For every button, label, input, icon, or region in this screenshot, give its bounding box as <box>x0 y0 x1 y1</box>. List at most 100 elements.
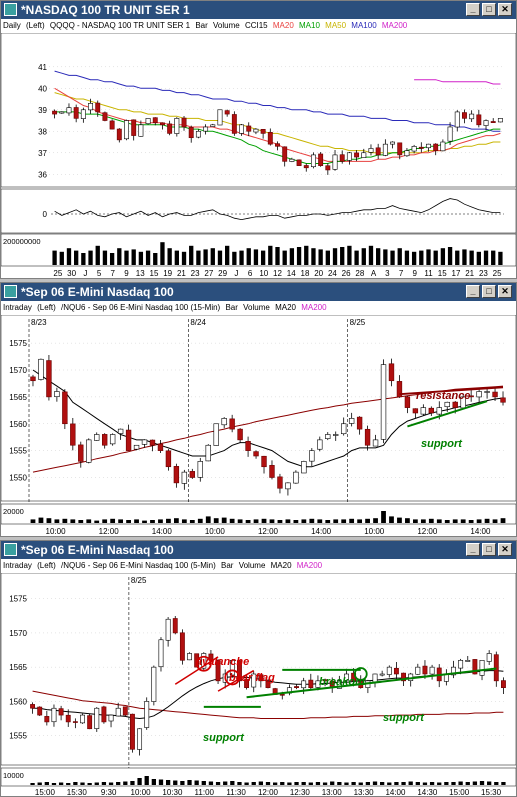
candle-body <box>375 147 381 156</box>
candle-body <box>265 680 271 688</box>
candle-body <box>325 434 331 439</box>
candle-body <box>294 686 299 688</box>
maximize-button[interactable]: □ <box>482 543 496 556</box>
candle-body <box>145 118 151 125</box>
candle-body <box>322 679 328 682</box>
maximize-button[interactable]: □ <box>482 3 496 16</box>
close-button[interactable]: ✕ <box>498 285 512 298</box>
volume-bar <box>311 248 316 265</box>
close-button[interactable]: ✕ <box>498 3 512 16</box>
volume-bar <box>210 248 215 265</box>
candle-body <box>229 660 235 676</box>
volume-bar <box>78 520 84 523</box>
candle-body <box>44 716 50 723</box>
volume-bar <box>203 249 208 265</box>
candle-body <box>210 124 216 127</box>
volume-bar <box>491 250 496 265</box>
study-label: CCI15 <box>244 21 268 30</box>
volume-bar <box>62 518 68 523</box>
minimize-button[interactable]: _ <box>466 543 480 556</box>
volume-bar <box>347 245 352 265</box>
volume-bar <box>293 520 299 523</box>
intraday-15min-chart[interactable]: 1550 1555 1560 1565 1570 1575 8/23 8/24 8/25 2000… <box>1 315 516 536</box>
bear-flag-annotation: bear flag <box>229 672 275 684</box>
candle-body <box>258 674 264 682</box>
candle-body <box>458 660 464 669</box>
ma-line-ma100 <box>54 70 501 132</box>
minimize-button[interactable]: _ <box>466 285 480 298</box>
maximize-button[interactable]: □ <box>482 285 496 298</box>
candle-body <box>167 123 173 134</box>
candle-body <box>172 618 178 634</box>
candle-body <box>187 653 192 661</box>
volume-bar <box>380 782 385 785</box>
volume-bar <box>265 782 271 785</box>
window-titlebar[interactable]: *Sep 06 E-Mini Nasdaq 100 _ □ ✕ <box>1 283 516 301</box>
x-tick-label: 18 <box>301 269 310 278</box>
volume-bar <box>476 519 482 523</box>
candle-body <box>59 111 65 114</box>
volume-bar <box>277 520 283 523</box>
chart-window-15min[interactable]: *Sep 06 E-Mini Nasdaq 100 _ □ ✕ Intraday… <box>0 282 517 537</box>
volume-bar <box>158 779 164 785</box>
volume-bar <box>59 251 64 265</box>
volume-bar <box>426 249 431 265</box>
candle-body <box>279 694 285 696</box>
volume-bar <box>325 520 331 523</box>
candle-body <box>94 707 100 729</box>
candle-body <box>354 152 360 158</box>
volume-bar <box>180 781 185 785</box>
candle-body <box>124 120 129 140</box>
volume-bar <box>232 251 237 265</box>
candle-body <box>461 112 467 119</box>
interval-label: Daily <box>3 21 21 30</box>
candle-body <box>149 439 156 446</box>
candle-body <box>229 418 235 430</box>
x-tick-label: 12:00 <box>258 527 279 536</box>
x-tick-label: 25 <box>493 269 502 278</box>
candle-body <box>361 152 367 159</box>
volume-bar <box>301 519 307 523</box>
volume-bar <box>444 782 449 785</box>
scale-label: (Left) <box>37 561 56 570</box>
candle-body <box>30 704 36 709</box>
y-tick-label: 1570 <box>9 629 27 638</box>
candle-body <box>269 465 275 478</box>
volume-bar <box>66 248 72 265</box>
volume-bar <box>268 245 273 265</box>
candle-body <box>451 666 456 676</box>
volume-bar <box>483 250 489 265</box>
volume-bar <box>181 251 187 265</box>
candle-body <box>315 680 321 688</box>
window-titlebar[interactable]: *NASDAQ 100 TR UNIT SER 1 _ □ ✕ <box>1 1 516 19</box>
intraday-5min-chart[interactable]: 1555 1560 1565 1570 1575 8/25 10000 15:00 15:30 9… <box>1 573 516 796</box>
volume-bar <box>462 249 467 265</box>
candle-body <box>88 103 94 111</box>
minimize-button[interactable]: _ <box>466 3 480 16</box>
chart-window-daily[interactable]: *NASDAQ 100 TR UNIT SER 1 _ □ ✕ Daily (L… <box>0 0 517 279</box>
volume-bar <box>142 520 147 523</box>
candle-body <box>308 679 314 688</box>
volume-bar <box>322 782 328 785</box>
volume-bar <box>361 248 366 265</box>
volume-bar <box>223 781 228 785</box>
close-button[interactable]: ✕ <box>498 543 512 556</box>
volume-bar <box>197 518 203 523</box>
candle-body <box>94 434 100 441</box>
volume-bar <box>253 519 259 523</box>
candle-body <box>490 121 496 123</box>
window-titlebar[interactable]: *Sep 06 E-Mini Nasdaq 100 _ □ ✕ <box>1 541 516 559</box>
volume-bar <box>73 782 78 785</box>
candle-body <box>267 132 273 145</box>
x-tick-label: 30 <box>67 269 76 278</box>
candle-body <box>179 632 185 661</box>
candle-body <box>465 660 471 662</box>
candle-body <box>117 428 124 434</box>
volume-bar <box>44 782 49 785</box>
bar-type-label: Bar <box>225 303 238 312</box>
chart-window-5min[interactable]: *Sep 06 E-Mini Nasdaq 100 _ □ ✕ Intraday… <box>0 540 517 797</box>
volume-bar <box>397 517 402 523</box>
candle-body <box>253 451 259 457</box>
volume-bar <box>309 518 315 523</box>
